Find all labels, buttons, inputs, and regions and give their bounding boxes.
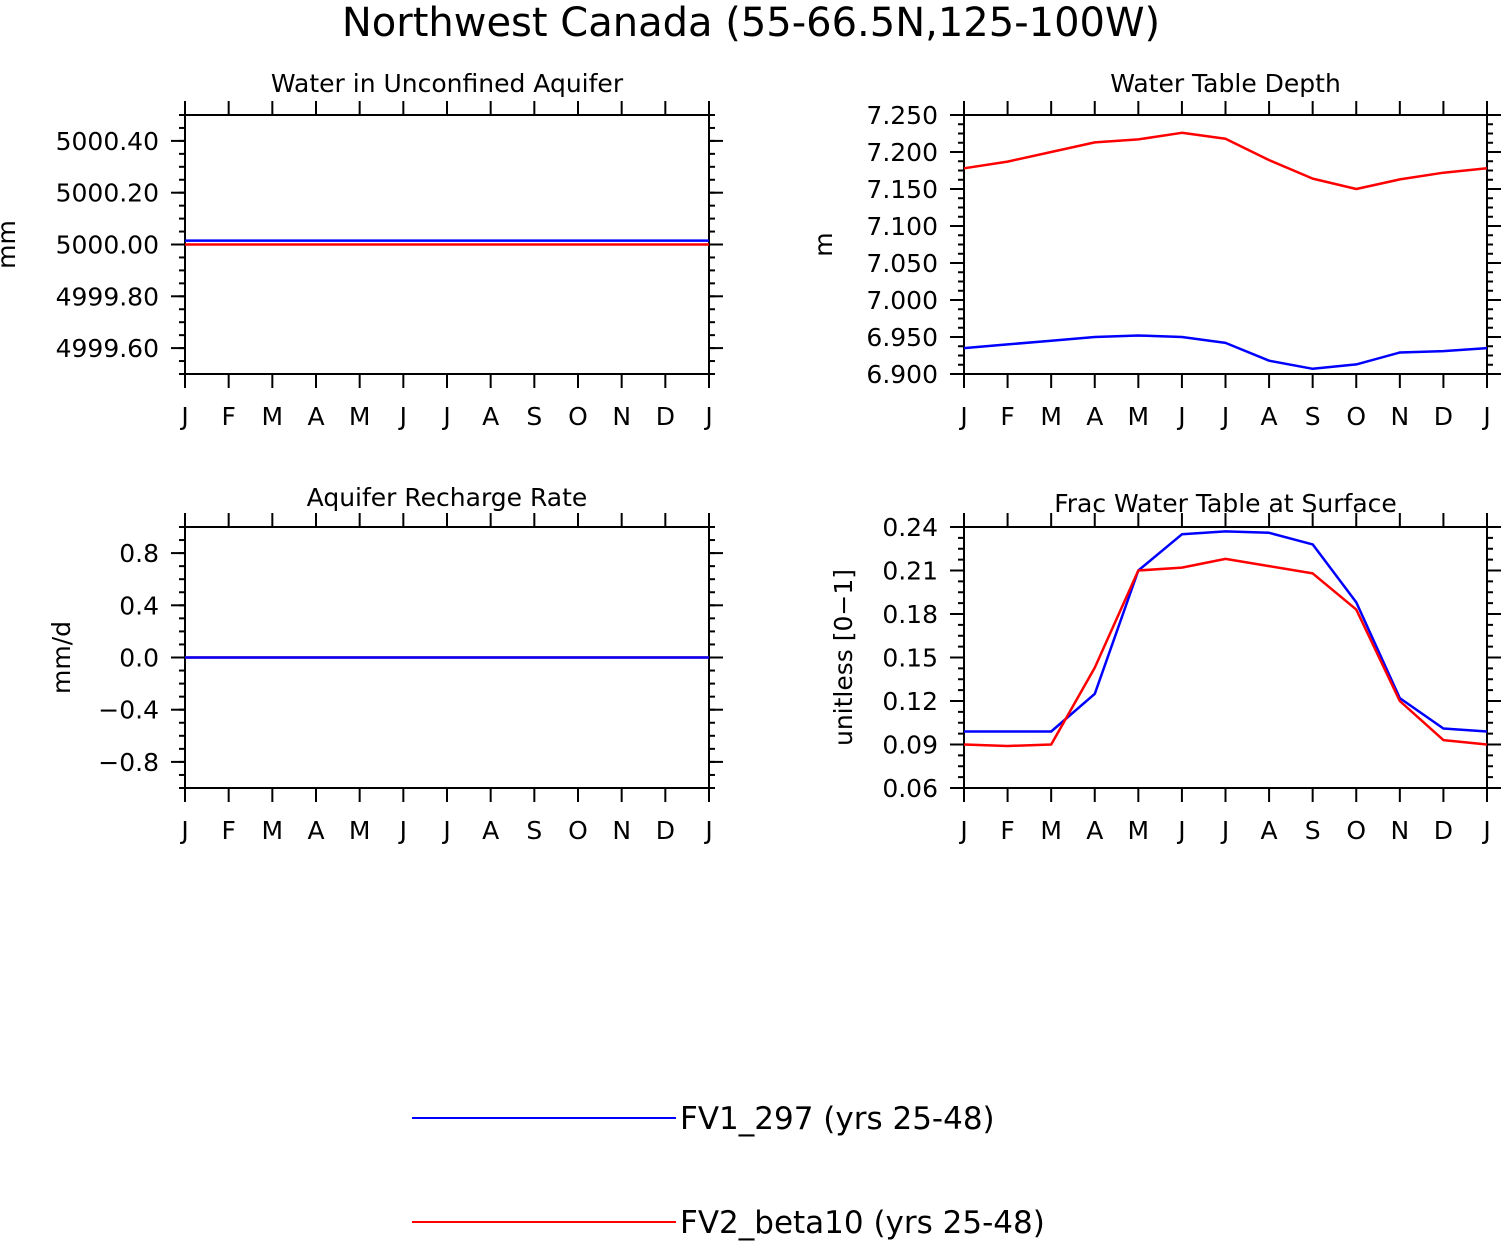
x-tick-label: M bbox=[349, 402, 371, 431]
y-tick-label: 0.8 bbox=[119, 539, 159, 568]
x-tick-label: J bbox=[179, 816, 188, 845]
x-tick-label: A bbox=[307, 816, 324, 845]
panel-title: Water in Unconfined Aquifer bbox=[271, 69, 624, 98]
x-tick-label: M bbox=[349, 816, 371, 845]
y-tick-label: 7.200 bbox=[866, 138, 938, 167]
y-tick-label: 5000.00 bbox=[56, 231, 159, 260]
y-tick-label: 4999.60 bbox=[56, 334, 159, 363]
y-tick-label: 0.15 bbox=[882, 644, 938, 673]
x-tick-label: J bbox=[1220, 402, 1229, 431]
y-tick-label: 7.150 bbox=[866, 175, 938, 204]
y-tick-label: 5000.40 bbox=[56, 127, 159, 156]
figure: Northwest Canada (55-66.5N,125-100W) Wat… bbox=[0, 0, 1503, 1241]
x-tick-label: A bbox=[1261, 402, 1278, 431]
x-tick-label: F bbox=[221, 402, 235, 431]
x-tick-label: O bbox=[1346, 816, 1366, 845]
x-tick-label: J bbox=[441, 816, 450, 845]
y-tick-label: 0.06 bbox=[882, 774, 938, 803]
x-tick-label: J bbox=[1220, 816, 1229, 845]
x-tick-label: O bbox=[568, 402, 588, 431]
y-tick-label: 0.09 bbox=[882, 731, 938, 760]
x-tick-label: J bbox=[179, 402, 188, 431]
x-tick-label: S bbox=[1305, 816, 1321, 845]
y-tick-label: 5000.20 bbox=[56, 179, 159, 208]
legend-label-series2: FV2_beta10 (yrs 25-48) bbox=[680, 1205, 1045, 1241]
x-tick-label: J bbox=[703, 402, 712, 431]
y-tick-label: 6.900 bbox=[866, 360, 938, 389]
x-tick-label: N bbox=[1390, 816, 1409, 845]
x-tick-label: J bbox=[958, 402, 967, 431]
x-tick-label: D bbox=[656, 402, 675, 431]
x-tick-label: J bbox=[1481, 402, 1490, 431]
y-tick-label: 7.000 bbox=[866, 286, 938, 315]
x-tick-label: A bbox=[307, 402, 324, 431]
y-tick-label: 0.24 bbox=[882, 513, 938, 542]
series-line-fv2-beta10 bbox=[964, 133, 1487, 189]
y-tick-label: −0.8 bbox=[98, 748, 159, 777]
x-tick-label: A bbox=[1086, 402, 1103, 431]
legend: FV1_297 (yrs 25-48) FV2_beta10 (yrs 25-4… bbox=[412, 1101, 1045, 1241]
x-tick-label: N bbox=[1390, 402, 1409, 431]
x-tick-label: J bbox=[1481, 816, 1490, 845]
panel-title: Aquifer Recharge Rate bbox=[307, 483, 588, 512]
y-axis-label: m bbox=[809, 232, 838, 256]
figure-title: Northwest Canada (55-66.5N,125-100W) bbox=[342, 0, 1160, 46]
y-tick-label: 0.18 bbox=[882, 600, 938, 629]
x-tick-label: D bbox=[1434, 816, 1453, 845]
x-tick-label: S bbox=[526, 816, 542, 845]
y-tick-label: 7.050 bbox=[866, 249, 938, 278]
x-tick-label: D bbox=[656, 816, 675, 845]
x-tick-label: O bbox=[1346, 402, 1366, 431]
panel-title: Water Table Depth bbox=[1110, 69, 1341, 98]
x-tick-label: J bbox=[398, 816, 407, 845]
y-axis-label: mm/d bbox=[47, 621, 76, 694]
y-tick-label: 0.4 bbox=[119, 591, 159, 620]
y-tick-label: −0.4 bbox=[98, 696, 159, 725]
x-tick-label: N bbox=[612, 402, 631, 431]
x-tick-label: J bbox=[703, 816, 712, 845]
x-tick-label: A bbox=[482, 402, 499, 431]
x-tick-label: J bbox=[1176, 402, 1185, 431]
x-tick-label: A bbox=[482, 816, 499, 845]
x-tick-label: A bbox=[1261, 816, 1278, 845]
x-tick-label: F bbox=[221, 816, 235, 845]
y-tick-label: 7.250 bbox=[866, 101, 938, 130]
x-tick-label: M bbox=[1040, 816, 1062, 845]
x-tick-label: M bbox=[262, 402, 284, 431]
x-tick-label: J bbox=[1176, 816, 1185, 845]
x-tick-label: J bbox=[398, 402, 407, 431]
y-tick-label: 6.950 bbox=[866, 323, 938, 352]
x-tick-label: J bbox=[441, 402, 450, 431]
series-line-fv2-beta10 bbox=[964, 559, 1487, 746]
x-tick-label: M bbox=[1040, 402, 1062, 431]
series-line-fv1-297 bbox=[964, 336, 1487, 369]
x-tick-label: F bbox=[1000, 816, 1014, 845]
x-tick-label: S bbox=[1305, 402, 1321, 431]
x-tick-label: A bbox=[1086, 816, 1103, 845]
x-tick-label: M bbox=[1128, 402, 1150, 431]
y-tick-label: 0.0 bbox=[119, 644, 159, 673]
x-tick-label: N bbox=[612, 816, 631, 845]
y-tick-label: 7.100 bbox=[866, 212, 938, 241]
y-tick-label: 0.21 bbox=[882, 557, 938, 586]
y-tick-label: 4999.80 bbox=[56, 282, 159, 311]
x-tick-label: J bbox=[958, 816, 967, 845]
y-axis-label: mm bbox=[0, 220, 21, 269]
x-tick-label: M bbox=[262, 816, 284, 845]
x-tick-label: F bbox=[1000, 402, 1014, 431]
x-tick-label: S bbox=[526, 402, 542, 431]
y-axis-label: unitless [0−1] bbox=[829, 569, 858, 746]
plot-frame bbox=[964, 527, 1487, 788]
legend-label-series1: FV1_297 (yrs 25-48) bbox=[680, 1101, 995, 1137]
x-tick-label: O bbox=[568, 816, 588, 845]
series-line-fv1-297 bbox=[964, 531, 1487, 731]
x-tick-label: M bbox=[1128, 816, 1150, 845]
y-tick-label: 0.12 bbox=[882, 687, 938, 716]
x-tick-label: D bbox=[1434, 402, 1453, 431]
